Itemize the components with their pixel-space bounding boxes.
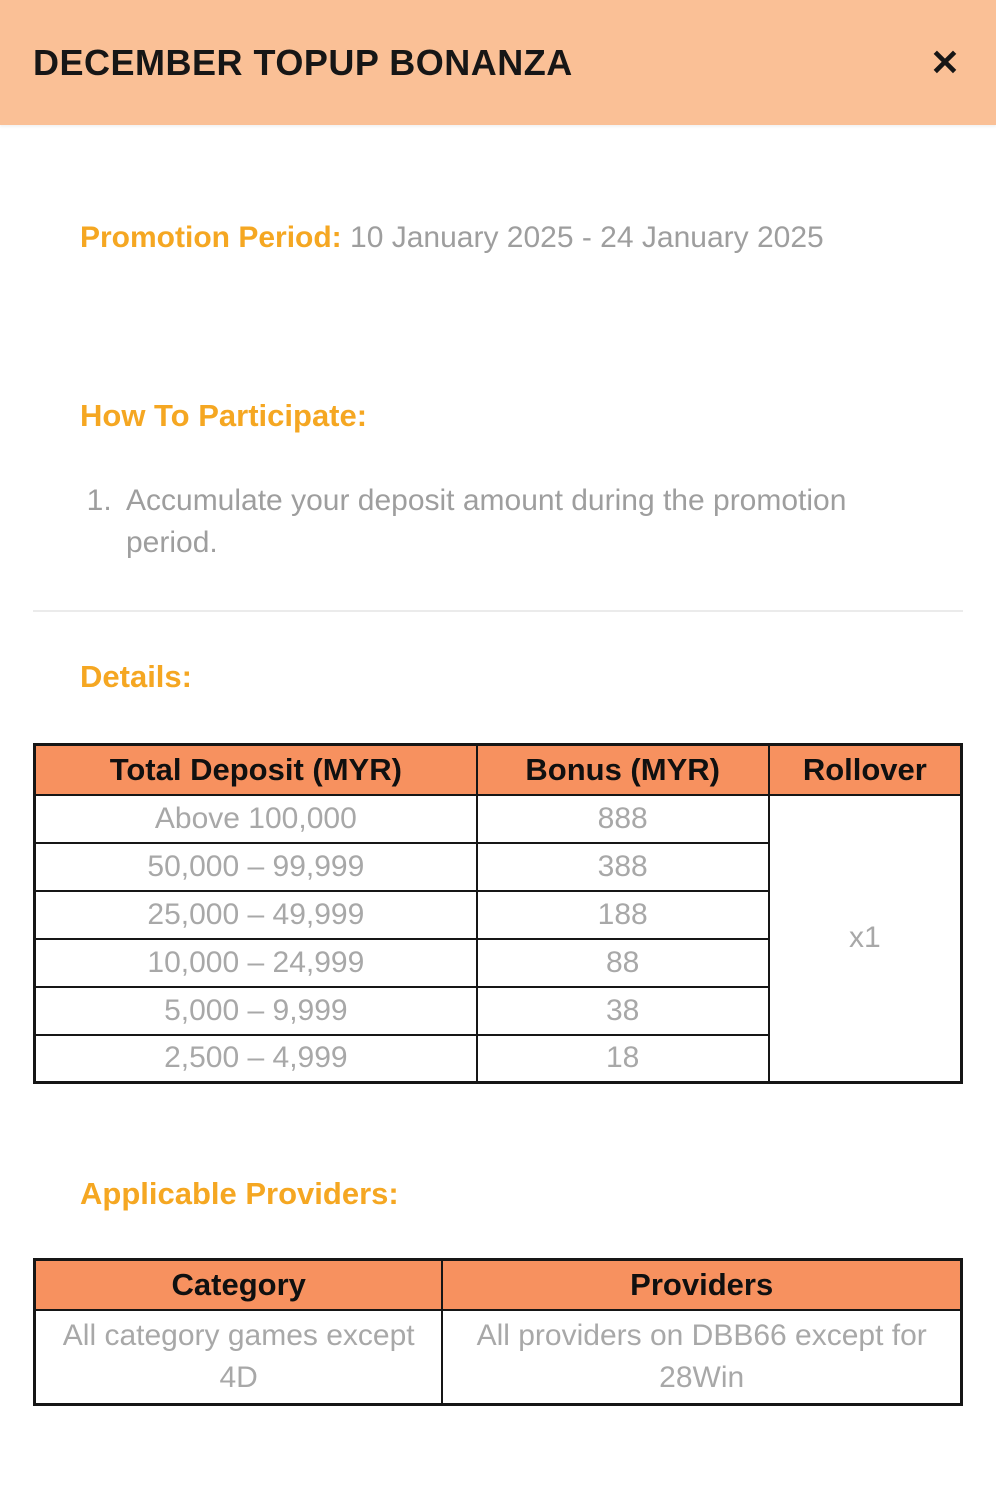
close-button[interactable]: ✕ — [929, 41, 960, 83]
table-row: 10,000 – 24,999 88 — [33, 937, 962, 988]
deposit-cell: 10,000 – 24,999 — [33, 937, 478, 988]
participate-step: Accumulate your deposit amount during th… — [120, 480, 923, 564]
details-header-row: Total Deposit (MYR) Bonus (MYR) Rollover — [33, 743, 963, 796]
table-row: 2,500 – 4,999 18 — [33, 1033, 962, 1084]
promotion-period-label: Promotion Period: — [80, 221, 342, 254]
bonus-cell: 388 — [475, 841, 770, 892]
deposit-cell: 50,000 – 99,999 — [33, 841, 478, 892]
providers-col-category: Category — [33, 1258, 444, 1311]
bonus-cell: 38 — [475, 985, 770, 1036]
details-col-deposit: Total Deposit (MYR) — [33, 743, 478, 796]
bonus-cell: 888 — [475, 793, 770, 844]
details-heading: Details: — [80, 659, 192, 694]
promotion-period-value: 10 January 2025 - 24 January 2025 — [350, 221, 824, 254]
modal-title: DECEMBER TOPUP BONANZA — [33, 41, 573, 83]
modal-content: Promotion Period: 10 January 2025 - 24 J… — [0, 218, 996, 1446]
rollover-value: x1 — [767, 793, 963, 1084]
section-divider — [33, 610, 963, 612]
table-row: 5,000 – 9,999 38 — [33, 985, 962, 1036]
promotion-period: Promotion Period: 10 January 2025 - 24 J… — [33, 218, 963, 258]
participate-steps: Accumulate your deposit amount during th… — [33, 480, 963, 564]
details-col-bonus: Bonus (MYR) — [475, 743, 770, 796]
modal-header: DECEMBER TOPUP BONANZA ✕ — [0, 0, 996, 125]
how-to-participate-heading: How To Participate: — [80, 398, 368, 433]
deposit-cell: 2,500 – 4,999 — [33, 1033, 478, 1084]
bonus-cell: 188 — [475, 889, 770, 940]
table-row: All category games except 4D All provide… — [33, 1308, 963, 1406]
deposit-cell: 25,000 – 49,999 — [33, 889, 478, 940]
table-row: Above 100,000 888 x1 — [33, 793, 963, 1084]
table-row: 50,000 – 99,999 388 — [33, 841, 962, 892]
deposit-cell: Above 100,000 — [33, 793, 478, 844]
promo-modal: DECEMBER TOPUP BONANZA ✕ Promotion Perio… — [0, 0, 996, 1446]
close-icon: ✕ — [929, 41, 960, 83]
details-table: Total Deposit (MYR) Bonus (MYR) Rollover… — [33, 743, 963, 1084]
deposit-cell: 5,000 – 9,999 — [33, 985, 478, 1036]
category-cell: All category games except 4D — [33, 1308, 444, 1406]
providers-col-providers: Providers — [441, 1258, 963, 1311]
providers-table: Category Providers All category games ex… — [33, 1258, 963, 1406]
details-col-rollover: Rollover — [767, 743, 963, 796]
bonus-cell: 88 — [475, 937, 770, 988]
table-row: 25,000 – 49,999 188 — [33, 889, 962, 940]
bonus-cell: 18 — [475, 1033, 770, 1084]
providers-cell: All providers on DBB66 except for 28Win — [441, 1308, 963, 1406]
applicable-providers-heading: Applicable Providers: — [80, 1176, 399, 1211]
providers-header-row: Category Providers — [33, 1258, 963, 1311]
